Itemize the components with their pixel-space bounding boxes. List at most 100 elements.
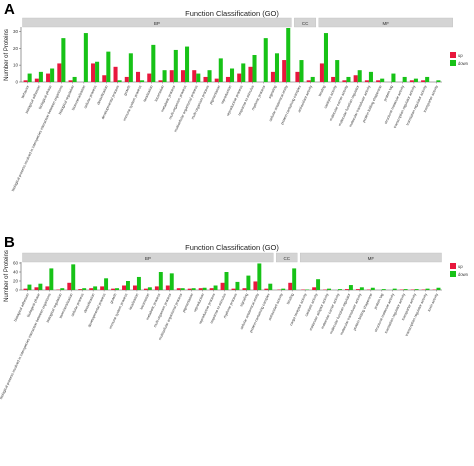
chart-panel-a: Function Classification (GO) BP CC MF 0 10 20 3…: [4, 9, 469, 192]
bar-down: [50, 68, 55, 82]
bar-down: [274, 53, 280, 82]
bar-up: [23, 80, 28, 82]
bar-up: [220, 282, 225, 290]
x-tick-label: biological process involved in interspec…: [11, 85, 64, 192]
x-tick-label: protein-containing complex: [249, 293, 271, 334]
bar-down: [299, 60, 304, 82]
bar-up: [23, 288, 28, 290]
x-tick-label: localization: [143, 85, 154, 103]
bar-down: [436, 287, 441, 290]
legend-swatch-up: [450, 52, 456, 58]
y-tick-label: 0: [15, 80, 18, 85]
bar-down: [71, 264, 76, 290]
bar-up: [312, 287, 317, 290]
x-tick-label: growth: [123, 85, 131, 96]
bar-down: [106, 51, 111, 82]
bar-up: [342, 80, 347, 82]
y-tick-label: 60: [13, 261, 19, 266]
bar-down: [104, 278, 109, 290]
bar-down: [191, 288, 196, 290]
bar-down: [151, 44, 156, 82]
x-tick-label: molecular function regulator: [338, 84, 361, 127]
bar-down: [93, 286, 98, 290]
bar-down: [95, 61, 100, 82]
x-tick-label: antioxidant activity: [268, 293, 284, 321]
y-axis-label: Number of Proteins: [4, 250, 10, 302]
bar-down: [49, 268, 54, 290]
bar-up: [306, 80, 311, 82]
bar-down: [38, 71, 43, 82]
bar-down: [126, 281, 130, 290]
legend-swatch-down: [450, 60, 456, 66]
bar-down: [218, 58, 223, 82]
bar-down: [368, 71, 373, 82]
panel-label-b: B: [4, 234, 15, 251]
bar-down: [136, 276, 141, 290]
bar-up: [165, 285, 170, 290]
bar-down: [359, 287, 364, 290]
bar-up: [409, 80, 414, 82]
bar-down: [196, 73, 201, 82]
bar-up: [124, 76, 129, 82]
bar-down: [246, 275, 251, 290]
bar-up: [264, 288, 269, 290]
bar-down: [323, 33, 328, 82]
bar-down: [230, 68, 235, 82]
legend-label-up: up: [458, 264, 463, 269]
x-tick-label: pigmentation: [182, 293, 194, 313]
bar-up: [67, 282, 72, 290]
chart-title: Function Classification (GO): [185, 9, 279, 18]
bar-up: [133, 285, 137, 290]
bar-up: [100, 286, 105, 290]
legend-swatch-down: [450, 271, 456, 277]
y-tick-label: 10: [13, 63, 19, 68]
bar-up: [136, 71, 141, 82]
bar-up: [331, 76, 336, 82]
bar-up: [46, 73, 51, 82]
bar-down: [414, 289, 419, 290]
bar-down: [292, 268, 297, 290]
bar-down: [60, 288, 65, 290]
legend-label-up: up: [458, 53, 463, 58]
bar-down: [380, 78, 385, 82]
bar-down: [169, 273, 174, 290]
x-tick-label: localization: [128, 293, 139, 311]
bar-up: [180, 70, 186, 82]
bar-down: [83, 33, 88, 82]
x-tick-label: binding: [318, 85, 327, 97]
bar-up: [231, 288, 236, 290]
bar-down: [338, 289, 342, 290]
bar-up: [282, 60, 287, 82]
bar-down: [61, 38, 66, 82]
y-tick-label: 40: [13, 270, 19, 275]
bar-down: [281, 288, 286, 290]
legend-swatch-up: [450, 263, 456, 269]
bar-down: [117, 80, 122, 82]
facet-strip: [318, 17, 453, 28]
bar-up: [295, 71, 300, 82]
facet-strip: [299, 252, 442, 263]
x-tick-label: behavior: [21, 84, 31, 99]
legend-label-down: down: [458, 272, 469, 277]
facet-strip-label: CC: [302, 21, 309, 26]
bar-down: [357, 70, 362, 82]
y-axis-label: Number of Proteins: [4, 29, 10, 81]
bar-up: [203, 76, 208, 82]
x-tick-label: protein tag: [383, 85, 394, 102]
bar-up: [45, 286, 50, 290]
facet-strip: [22, 17, 292, 28]
bar-down: [27, 284, 32, 290]
bar-down: [140, 80, 145, 82]
x-tick-label: cellular process: [83, 85, 97, 110]
bar-down: [224, 272, 229, 290]
bar-up: [113, 66, 118, 82]
x-tick-label: pigmentation: [209, 85, 221, 105]
bar-down: [348, 285, 353, 290]
bar-down: [38, 283, 43, 290]
x-tick-label: locomotion: [154, 85, 165, 102]
bar-up: [355, 289, 360, 290]
bar-down: [82, 288, 87, 290]
bar-down: [235, 281, 240, 290]
x-tick-label: reproduction: [220, 85, 232, 105]
bar-down: [268, 283, 273, 290]
